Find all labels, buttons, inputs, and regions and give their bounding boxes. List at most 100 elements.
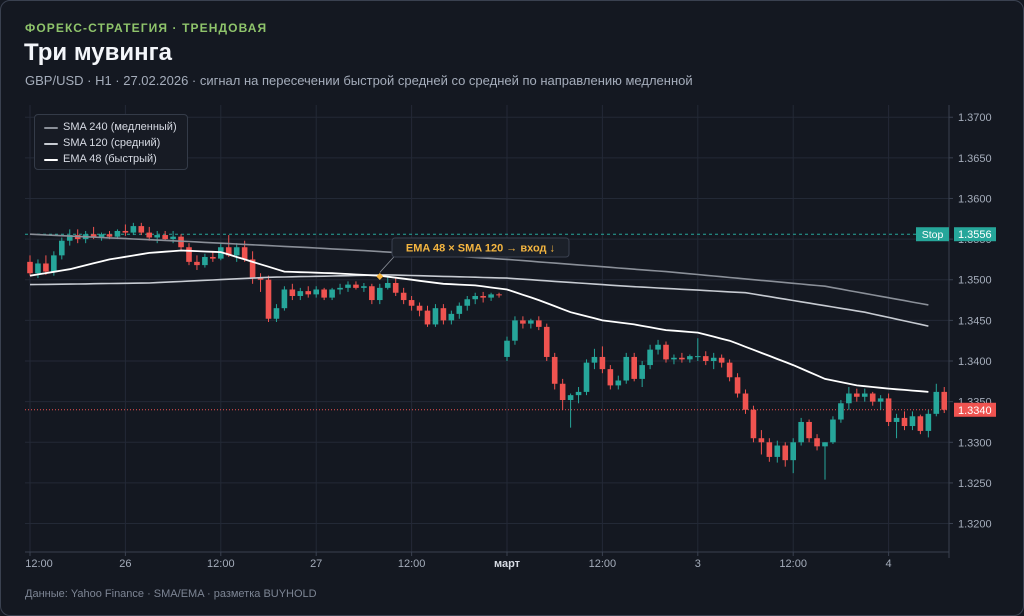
candle [695,338,701,362]
chart-eyebrow: ФОРЕКС-СТРАТЕГИЯ · ТРЕНДОВАЯ [25,21,268,35]
candle [210,251,216,262]
candle [496,292,502,298]
candle-body [297,291,304,296]
candle-body [679,357,685,360]
candle-body [933,391,940,414]
candle-body [369,286,375,301]
candle-body [536,320,542,327]
candle [734,373,741,398]
candle-body [281,289,288,309]
candle [750,405,757,443]
sma240-line [29,233,929,306]
y-tick-label: 1.3700 [958,112,992,124]
candle [623,352,630,384]
candle [146,226,153,241]
candle-body [671,357,677,360]
candle-body [869,393,876,402]
current-price-box [954,402,996,417]
candle [607,365,614,390]
candle-body [464,299,471,306]
candle-body [43,263,49,272]
candle [281,286,288,311]
candle [138,222,145,236]
candle-body [504,340,510,357]
signal-marker [376,272,384,280]
candle-body [305,291,312,295]
candle-body [122,230,129,233]
candle-body [543,326,550,357]
candle-body [384,282,391,288]
candle [392,278,399,296]
legend-swatch-sma120 [44,143,58,145]
stop-price-box [954,227,996,242]
candle [273,304,280,322]
candle [663,341,669,363]
candle-body [154,235,160,238]
stop-label-box [916,227,949,242]
candle [377,283,383,305]
candle [941,387,948,414]
candle-body [202,256,208,266]
candle-body [114,230,121,237]
candle [575,387,582,404]
candle [559,378,566,410]
candle [567,393,574,428]
candle [861,388,868,402]
candle-body [512,320,518,341]
candle [408,295,415,311]
candle [225,235,232,257]
candle [933,383,940,417]
candle-body [647,349,653,366]
candle [297,287,304,301]
candle [265,275,272,322]
candle-body [885,398,892,422]
stop-price-text: 1.3556 [958,229,992,241]
signal-connector [379,256,395,273]
signal-annotation-box [391,237,570,258]
signal-annotation-text: EMA 48 × SMA 120 → вход ↓ [406,243,555,255]
candle [329,287,335,301]
candle-body [599,356,606,370]
candle-body [846,393,852,404]
signal-annotation: EMA 48 × SMA 120 → вход ↓ [391,237,570,258]
candle-body [782,445,789,461]
candle-body [313,289,319,295]
current-price-text: 1.3340 [958,405,992,417]
candle-body [925,413,932,431]
candle [687,354,693,363]
x-tick-label: 12:00 [25,558,53,570]
candle-body [361,286,367,288]
candle [718,354,725,368]
candle [122,224,129,236]
candle-body [790,442,796,461]
candle [639,361,645,388]
candle [66,229,73,246]
legend-swatch-ema48 [44,159,58,161]
candle [361,282,367,292]
stop-label-text: Stop [922,229,944,241]
candle [27,255,33,276]
candle [480,291,486,303]
candle [766,438,773,462]
candle-body [130,226,137,233]
y-tick-label: 1.3450 [958,315,992,327]
candle-body [559,383,566,401]
candle [901,411,908,431]
candle [528,318,534,329]
x-tick-label: 12:00 [589,558,617,570]
candle [178,234,184,252]
chart-legend: SMA 240 (медленный) SMA 120 (средний) EM… [34,114,188,170]
candle [98,232,105,241]
candle [806,419,812,443]
candle [202,253,208,268]
candle [798,417,804,446]
candle-body [718,357,725,363]
candle-body [893,417,900,422]
candle [814,434,820,451]
candle-body [631,356,637,379]
candle-body [583,362,590,392]
candle-body [639,365,645,379]
candle [345,281,351,292]
